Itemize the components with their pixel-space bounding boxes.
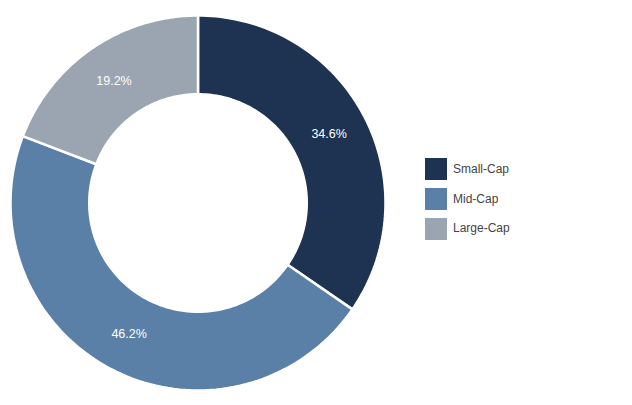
svg-text:46.2%: 46.2% — [111, 327, 146, 341]
html-text:Small-Cap: Small-Cap — [453, 161, 509, 176]
svg-text:34.6%: 34.6% — [311, 127, 346, 141]
svg-text:19.2%: 19.2% — [96, 74, 131, 88]
html-text:Mid-Cap: Mid-Cap — [453, 191, 499, 206]
html-text:Large-Cap: Large-Cap — [453, 221, 510, 236]
